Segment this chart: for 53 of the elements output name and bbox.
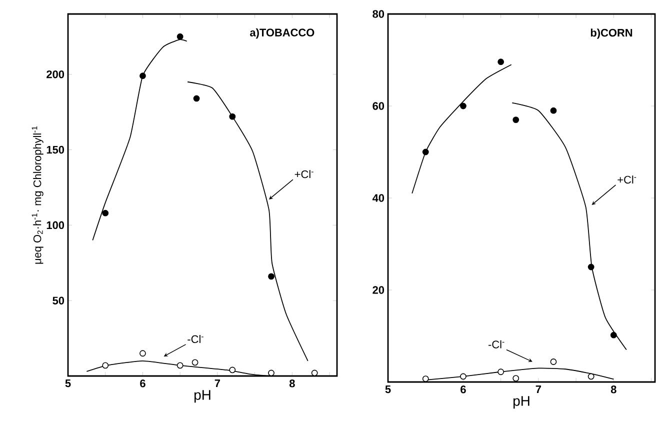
x-tick-label: 7 <box>536 386 541 394</box>
point <box>229 113 236 120</box>
y-tick-label: 50 <box>52 296 64 304</box>
x-tick-label: 5 <box>385 386 391 394</box>
point <box>498 368 504 376</box>
x-tick-label: 6 <box>460 386 466 394</box>
point <box>268 370 274 376</box>
point <box>102 210 109 216</box>
point <box>176 33 184 40</box>
annotation: -Cl$^{-}$ <box>488 340 504 348</box>
x-tick-label: 8 <box>289 380 295 388</box>
x-tick-label: 5 <box>65 380 71 388</box>
point <box>422 376 429 382</box>
point <box>610 332 617 338</box>
point <box>498 58 504 66</box>
point <box>176 362 184 369</box>
point <box>193 95 200 102</box>
point <box>550 107 557 114</box>
x-tick-label: 6 <box>140 380 146 388</box>
point <box>102 362 109 369</box>
point <box>140 350 146 357</box>
line-series <box>187 81 308 362</box>
point <box>512 375 520 382</box>
annotation: +Cl$^{-}$ <box>618 176 636 184</box>
point <box>460 102 466 110</box>
x-axis-title: pH <box>514 396 530 409</box>
annotation: +Cl$^{-}$ <box>294 170 314 178</box>
text: a)TOBACCO <box>250 28 314 39</box>
y-tick-label: 20 <box>372 286 384 294</box>
point <box>460 373 466 380</box>
y-tick-label: 40 <box>372 194 384 202</box>
point <box>229 366 236 374</box>
point <box>422 148 429 156</box>
point <box>192 359 198 366</box>
x-tick-label: 7 <box>214 380 220 388</box>
x-tick-label: 8 <box>610 386 616 394</box>
text: b)CORN <box>590 28 632 39</box>
y-tick-label: 150 <box>46 146 64 154</box>
annotation: -Cl$^{-}$ <box>188 335 204 344</box>
y-axis-title: μeq O$_{2}$·h$^{-1}$· mg Chlorophyll$^{-1}$ <box>32 126 44 264</box>
point <box>311 370 318 376</box>
point <box>588 373 594 380</box>
y-tick-label: 100 <box>46 221 64 230</box>
x-axis-title: pH <box>194 390 210 403</box>
line-series <box>412 64 512 194</box>
point <box>550 358 557 365</box>
y-tick-label: 60 <box>372 102 384 110</box>
y-tick-label: 80 <box>372 10 384 18</box>
point <box>588 264 594 270</box>
point <box>140 72 146 80</box>
point <box>512 116 520 123</box>
y-tick-label: 200 <box>46 70 64 78</box>
point <box>268 273 274 280</box>
